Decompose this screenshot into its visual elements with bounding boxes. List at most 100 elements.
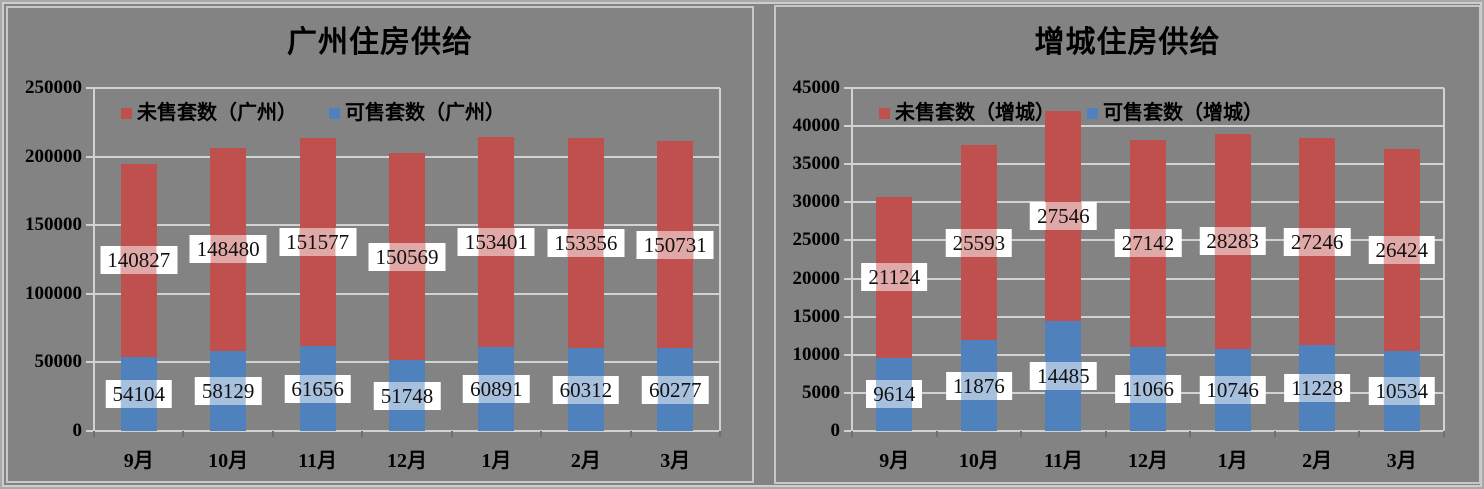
- data-label-bar-tint: [389, 242, 425, 271]
- available-legend-swatch: [329, 107, 340, 119]
- y-axis-label: 5000: [802, 381, 840, 403]
- data-label-value: 26424: [1375, 238, 1428, 262]
- legend-label: 未售套数（广州）: [137, 102, 297, 124]
- data-label-value: 54104: [112, 381, 165, 406]
- data-label-value: 61656: [291, 376, 344, 401]
- data-label-unsold: 21124: [861, 263, 928, 292]
- data-label-bar-tint: [876, 263, 913, 292]
- available-legend-swatch: [1087, 107, 1098, 119]
- data-label-unsold: 27546: [1030, 201, 1097, 230]
- data-label-bar-tint: [1299, 227, 1336, 256]
- data-label-value: 60891: [470, 377, 523, 402]
- x-axis-label: 10月: [208, 450, 249, 472]
- data-label-value: 51748: [380, 383, 434, 408]
- plot-left-border: [851, 88, 853, 431]
- y-axis-label: 15000: [792, 305, 841, 327]
- x-axis-label: 2月: [570, 450, 601, 472]
- data-label-available: 58129: [194, 377, 262, 406]
- y-axis-label: 250000: [25, 77, 82, 98]
- y-axis-tick: [844, 125, 852, 128]
- legend-item: 未售套数（广州）: [121, 100, 297, 126]
- data-label-unsold: 27246: [1283, 227, 1351, 256]
- data-label-value: 151577: [286, 230, 350, 255]
- data-label-bar-tint: [567, 375, 604, 404]
- data-label-available: 11228: [1284, 374, 1351, 403]
- x-axis-label: 10月: [958, 450, 999, 472]
- x-axis-label: 3月: [1386, 450, 1417, 472]
- legend-item: 未售套数（增城）: [879, 100, 1055, 126]
- y-axis-label: 100000: [25, 282, 82, 304]
- x-axis-label: 9月: [123, 450, 154, 472]
- y-axis-tick: [86, 87, 94, 89]
- x-axis-tick: [935, 431, 938, 437]
- data-label-bar-tint: [1130, 229, 1166, 258]
- data-label-value: 148480: [196, 237, 260, 262]
- y-axis-label: 200000: [25, 145, 82, 167]
- plot-right-border: [719, 88, 721, 431]
- x-axis-tick: [93, 431, 95, 437]
- x-axis-tick: [1104, 431, 1107, 437]
- x-axis-tick: [1443, 431, 1445, 437]
- data-label-available: 51748: [373, 381, 441, 410]
- x-axis-tick: [540, 431, 543, 437]
- data-label-bar-tint: [657, 230, 694, 259]
- gridline: [94, 430, 720, 432]
- data-label-available: 60312: [552, 375, 620, 404]
- data-label-unsold: 151577: [279, 228, 357, 257]
- data-label-value: 150569: [375, 244, 439, 269]
- data-label-value: 11876: [952, 373, 1005, 398]
- data-label-available: 14485: [1030, 361, 1097, 390]
- data-label-value: 14485: [1037, 363, 1090, 388]
- data-label-available: 61656: [284, 374, 351, 403]
- data-label-value: 27546: [1037, 203, 1090, 228]
- data-label-bar-tint: [657, 375, 694, 404]
- data-label-bar-tint: [1383, 376, 1420, 405]
- x-axis-label: 3月: [660, 450, 691, 472]
- x-axis-tick: [1358, 431, 1361, 437]
- y-axis-tick: [86, 155, 94, 158]
- x-axis-tick: [361, 431, 364, 437]
- plot-left-border: [93, 88, 95, 431]
- y-axis-tick: [86, 292, 94, 295]
- data-label-bar-tint: [120, 379, 157, 408]
- data-label-value: 60277: [649, 377, 702, 402]
- x-axis-label: 12月: [386, 450, 427, 472]
- y-axis-label: 40000: [792, 115, 841, 137]
- data-label-value: 150731: [643, 232, 707, 257]
- data-label-bar-tint: [1299, 374, 1336, 403]
- y-axis-label: 150000: [25, 214, 82, 236]
- data-label-bar-tint: [120, 246, 157, 275]
- x-axis-tick: [271, 431, 274, 437]
- guangzhou-chart-panel: [6, 6, 754, 483]
- data-label-available: 9614: [866, 380, 923, 409]
- y-axis-tick: [844, 163, 852, 166]
- data-label-value: 140827: [107, 248, 171, 273]
- data-label-bar-tint: [210, 377, 247, 406]
- legend-label: 可售套数（增城）: [1103, 102, 1263, 124]
- data-label-available: 11876: [945, 371, 1012, 400]
- legend-label: 可售套数（广州）: [345, 102, 505, 124]
- x-axis-label: 11月: [298, 450, 337, 472]
- data-label-unsold: 27142: [1114, 229, 1182, 258]
- data-label-bar-tint: [1214, 227, 1251, 256]
- data-label-value: 153401: [464, 230, 528, 255]
- x-axis-tick: [182, 431, 185, 437]
- y-axis-label: 20000: [792, 267, 841, 289]
- gridline: [852, 430, 1444, 432]
- plot-right-border: [1443, 88, 1445, 431]
- data-label-bar-tint: [1383, 236, 1420, 264]
- y-axis-label: 25000: [792, 229, 841, 251]
- data-label-bar-tint: [1214, 376, 1251, 405]
- legend-guangzhou: 未售套数（广州） 可售套数（广州）: [121, 100, 537, 126]
- y-axis-tick: [844, 430, 852, 432]
- gridline: [852, 87, 1444, 89]
- x-axis-label: 11月: [1043, 450, 1083, 472]
- unsold-legend-swatch: [879, 107, 890, 119]
- y-axis-label: 0: [830, 420, 841, 441]
- data-label-bar-tint: [1045, 361, 1082, 390]
- data-label-bar-tint: [1045, 201, 1082, 230]
- data-label-available: 11066: [1115, 374, 1181, 403]
- data-label-unsold: 25593: [945, 228, 1013, 257]
- y-axis-tick: [844, 277, 852, 280]
